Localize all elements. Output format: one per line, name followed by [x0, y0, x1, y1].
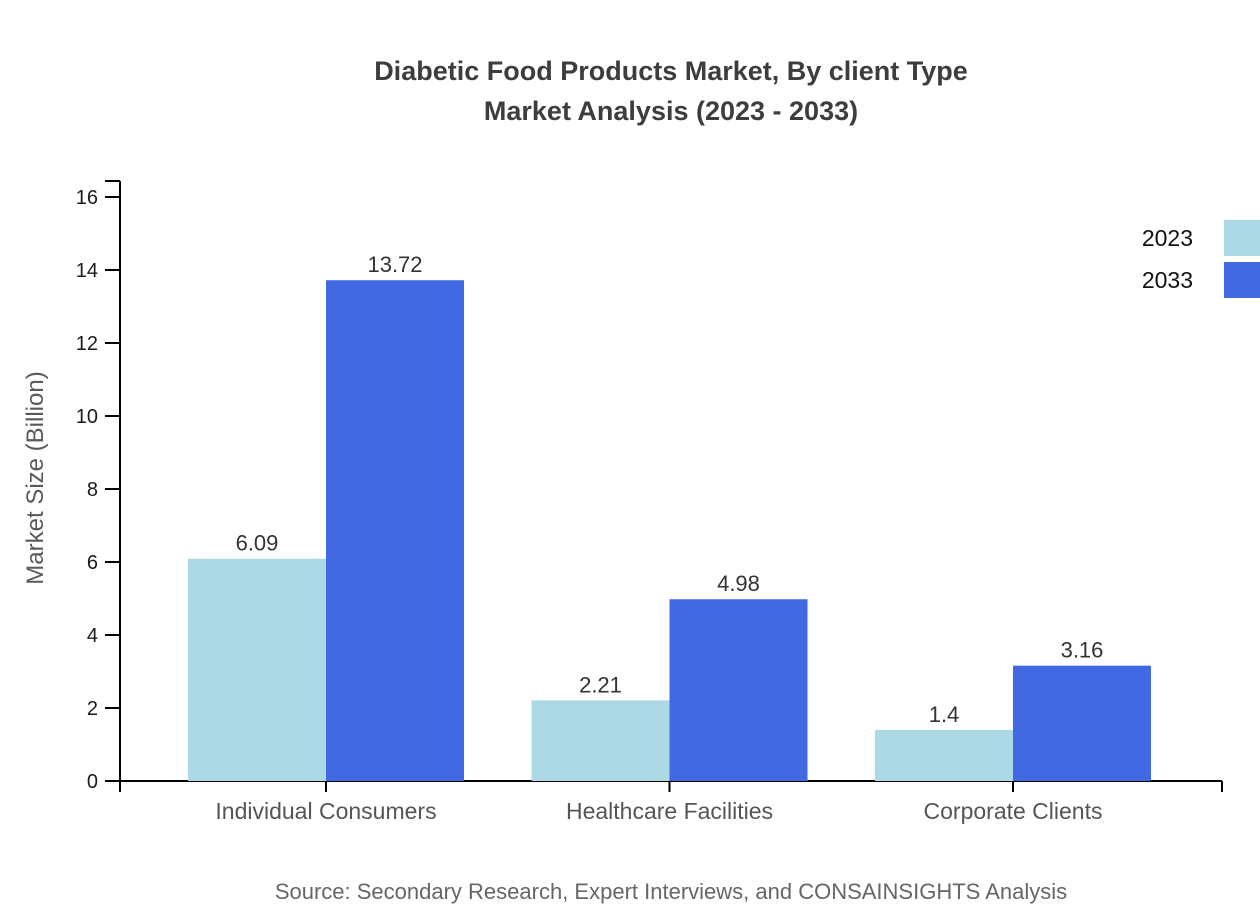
- legend-item: 2023: [1142, 220, 1260, 256]
- x-category-label-individual-consumers: Individual Consumers: [215, 798, 436, 824]
- value-label-2023-healthcare-facilities: 2.21: [579, 672, 622, 697]
- legend-label-2033: 2033: [1141, 267, 1193, 293]
- x-category-label-healthcare-facilities: Healthcare Facilities: [566, 798, 773, 824]
- value-label-2033-corporate-clients: 3.16: [1061, 638, 1104, 663]
- bar-2023-individual-consumers: [188, 558, 326, 781]
- y-tick-label: 0: [87, 771, 98, 793]
- value-label-2023-corporate-clients: 1.4: [929, 702, 960, 727]
- legend-swatch-2033: [1224, 262, 1260, 298]
- bar-2033-corporate-clients: [1013, 665, 1151, 781]
- bar-2023-healthcare-facilities: [531, 700, 670, 781]
- legend: 2023 2033: [1142, 220, 1260, 304]
- y-tick-label: 12: [76, 333, 98, 355]
- y-tick-label: 6: [87, 552, 98, 574]
- chart-title-line2: Market Analysis (2023 - 2033): [483, 96, 859, 126]
- bar-2033-individual-consumers: [326, 280, 464, 781]
- value-label-2033-individual-consumers: 13.72: [367, 252, 422, 277]
- x-category-label-corporate-clients: Corporate Clients: [924, 798, 1103, 824]
- chart-title-line1: Diabetic Food Products Market, By client…: [374, 56, 968, 86]
- value-label-2033-healthcare-facilities: 4.98: [717, 571, 760, 596]
- source-note: Source: Secondary Research, Expert Inter…: [274, 879, 1068, 904]
- bar-2033-healthcare-facilities: [669, 599, 808, 781]
- legend-item: 2033: [1142, 262, 1260, 298]
- legend-swatch-2023: [1224, 220, 1260, 256]
- y-tick-label: 16: [76, 187, 98, 209]
- y-tick-label: 8: [87, 479, 98, 501]
- y-tick-label: 4: [87, 625, 98, 647]
- y-tick-label: 2: [87, 698, 98, 720]
- y-tick-label: 10: [76, 406, 98, 428]
- value-label-2023-individual-consumers: 6.09: [236, 531, 279, 556]
- bar-2023-corporate-clients: [875, 729, 1013, 781]
- y-tick-label: 14: [76, 260, 98, 282]
- chart-title: Diabetic Food Products Market, By client…: [120, 51, 1222, 131]
- legend-label-2023: 2023: [1141, 225, 1193, 251]
